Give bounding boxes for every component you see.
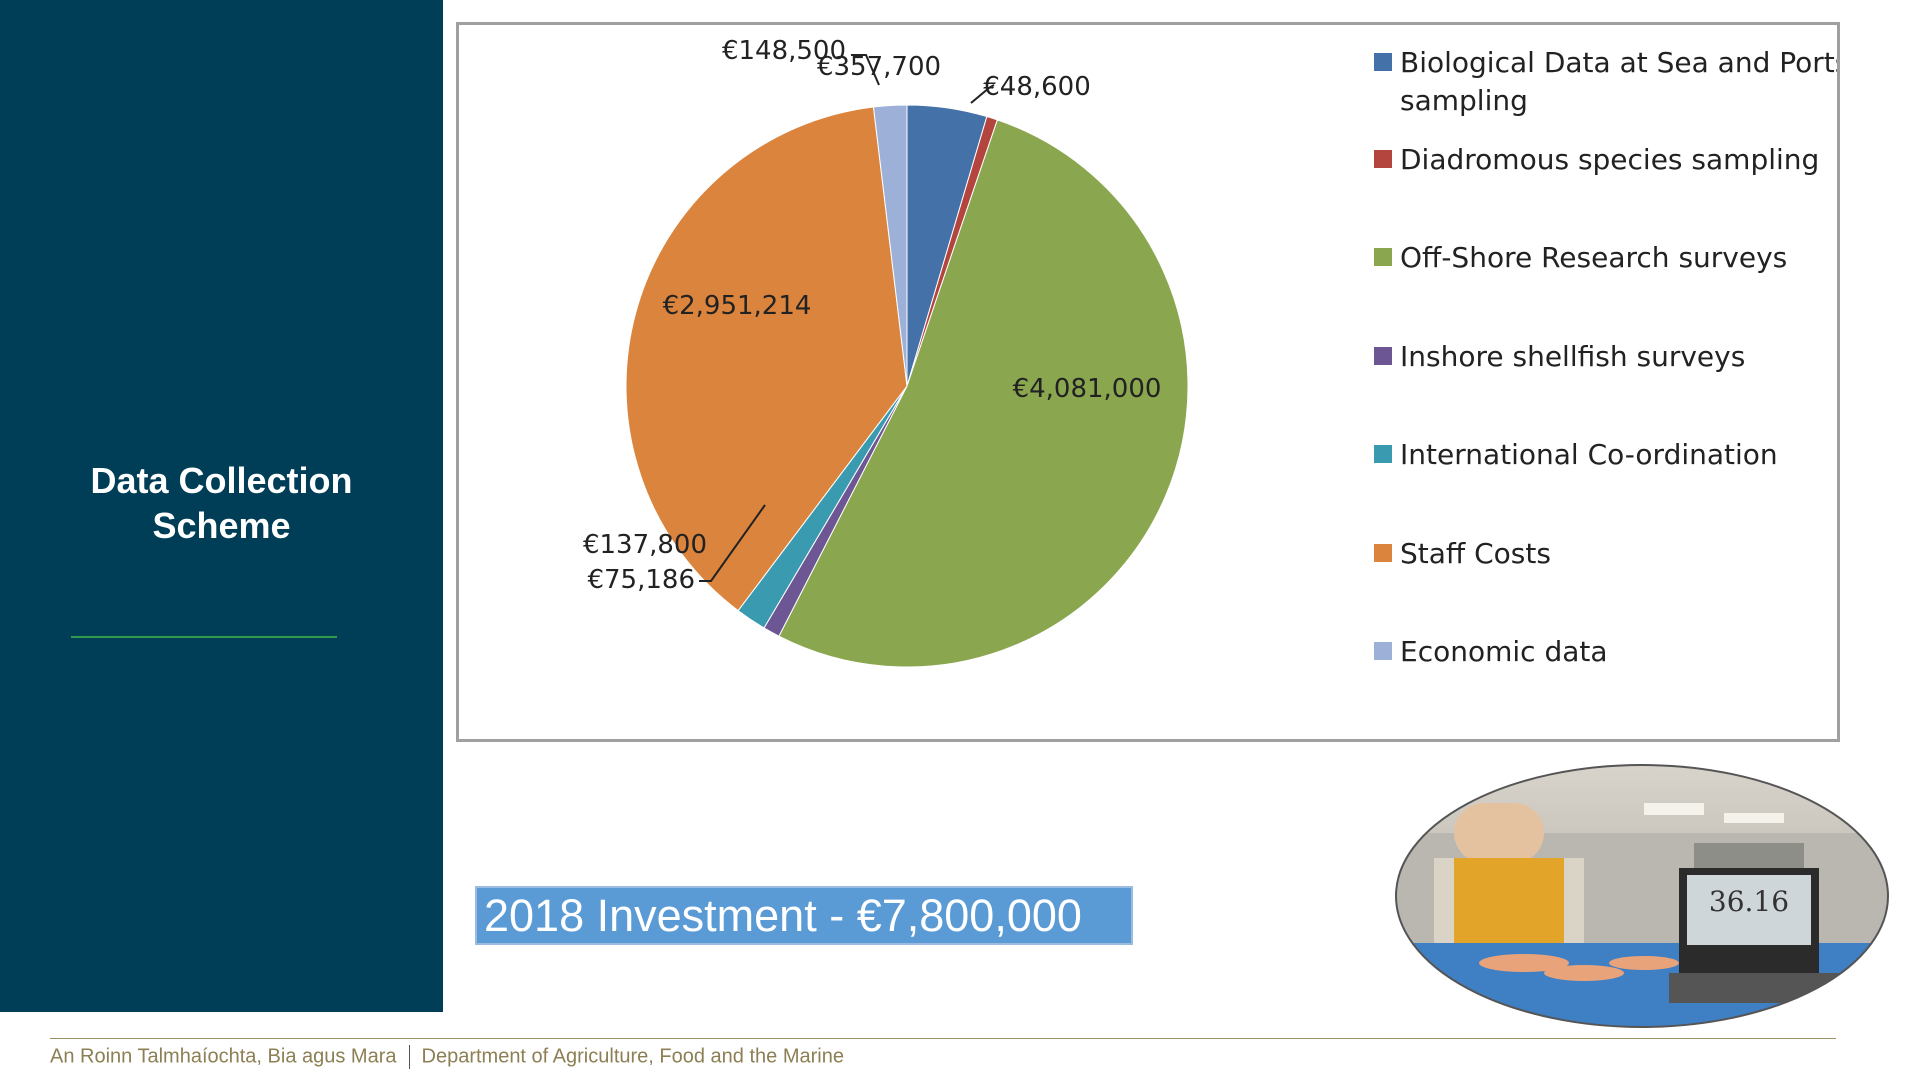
footer: An Roinn Talmhaíochta, Bia agus Mara Depa… bbox=[50, 1045, 844, 1069]
legend-swatch-staff-costs bbox=[1374, 544, 1392, 562]
leader-line-inshore-shellfish-surveys bbox=[699, 504, 766, 582]
sidebar-panel: Data Collection Scheme bbox=[0, 0, 443, 1012]
legend-swatch-inshore-shellfish-surveys bbox=[1374, 347, 1392, 365]
pie-chart: €357,700 €48,600 €4,081,000 €75,186 €137,800… bbox=[583, 36, 1837, 668]
legend-swatch-off-shore-research-surveys bbox=[1374, 248, 1392, 266]
data-label-international-co-ordination: €137,800 bbox=[583, 530, 707, 560]
data-label-staff-costs: €2,951,214 bbox=[663, 291, 812, 321]
legend-label-international-co-ordination: International Co-ordination bbox=[1400, 438, 1778, 471]
legend-label-diadromous-species-sampling: Diadromous species sampling bbox=[1400, 143, 1819, 176]
legend-swatch-diadromous-species-sampling bbox=[1374, 150, 1392, 168]
footer-divider bbox=[50, 1038, 1836, 1039]
legend-label-inshore-shellfish-surveys: Inshore shellfish surveys bbox=[1400, 340, 1745, 373]
lab-photo: 36.16 bbox=[1394, 763, 1890, 1030]
data-label-diadromous-species-sampling: €48,600 bbox=[983, 72, 1091, 102]
legend-swatch-biological-data-at-sea-and-ports-sampling bbox=[1374, 53, 1392, 71]
legend-label-biological-data-at-sea-and-ports-sampling-line-2: sampling bbox=[1400, 84, 1528, 117]
investment-banner: 2018 Investment - €7,800,000 bbox=[475, 886, 1133, 945]
data-label-economic-data: €148,500 bbox=[722, 36, 846, 66]
legend-label-off-shore-research-surveys: Off-Shore Research surveys bbox=[1400, 241, 1787, 274]
pie-chart-frame: €357,700 €48,600 €4,081,000 €75,186 €137,800… bbox=[456, 22, 1840, 742]
photo-readout: 36.16 bbox=[1709, 885, 1789, 918]
pie-slice-staff-costs bbox=[625, 106, 908, 612]
leader-line-economic-data bbox=[851, 54, 880, 86]
legend-label-staff-costs: Staff Costs bbox=[1400, 537, 1551, 570]
leader-line-diadromous-species-sampling bbox=[970, 84, 995, 104]
footer-separator bbox=[408, 1045, 410, 1069]
data-label-inshore-shellfish-surveys: €75,186 bbox=[587, 565, 695, 595]
page-title-line-1: Data Collection bbox=[90, 460, 353, 501]
legend-label-biological-data-at-sea-and-ports-sampling: Biological Data at Sea and Ports bbox=[1400, 46, 1837, 79]
legend-swatch-international-co-ordination bbox=[1374, 445, 1392, 463]
footer-english-name: Department of Agriculture, Food and the … bbox=[421, 1045, 844, 1068]
footer-irish-name: An Roinn Talmhaíochta, Bia agus Mara bbox=[50, 1045, 397, 1068]
page-title-line-2: Scheme bbox=[152, 505, 291, 546]
data-label-biological-data-at-sea-and-ports-sampling: €357,700 bbox=[817, 52, 941, 82]
sidebar-divider bbox=[71, 636, 337, 638]
pie-slice-economic-data bbox=[872, 104, 908, 387]
data-label-off-shore-research-surveys: €4,081,000 bbox=[1013, 374, 1162, 404]
legend-swatch-economic-data bbox=[1374, 642, 1392, 660]
pie-slice-off-shore-research-surveys bbox=[778, 119, 1189, 668]
legend-label-economic-data: Economic data bbox=[1400, 635, 1608, 668]
page-title: Data Collection Scheme bbox=[0, 458, 443, 548]
